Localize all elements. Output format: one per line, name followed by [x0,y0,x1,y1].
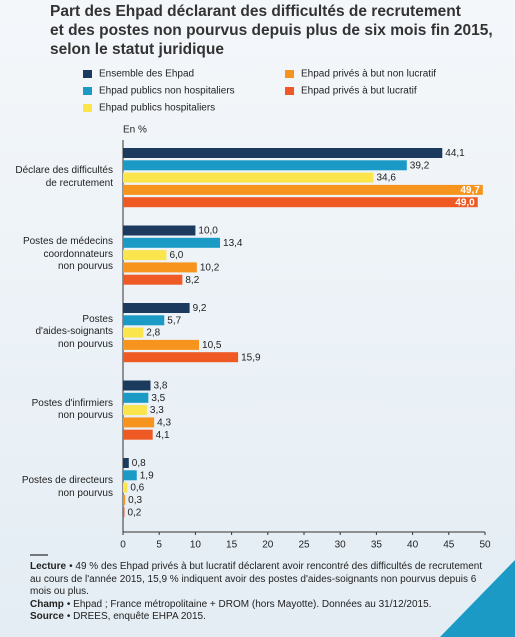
value-label: 5,7 [167,315,181,326]
bar [123,429,153,440]
note-label: Source [30,611,64,622]
bar [123,507,125,518]
bar [123,405,147,416]
bar [123,392,149,403]
x-tick-label: 45 [443,540,455,551]
x-tick-label: 0 [120,540,126,551]
category-label: Déclare des difficultés de recrutement [15,165,113,189]
value-label: 13,4 [223,238,243,249]
bar [123,339,200,350]
note: Source • DREES, enquête EHPA 2015. [30,611,490,624]
bar [123,303,190,313]
value-label: 10,0 [198,226,218,237]
x-tick-label: 15 [226,540,238,551]
bar [123,172,374,183]
value-label: 4,1 [156,430,170,441]
x-tick-label: 10 [190,540,202,551]
legend-label: Ehpad privés à but non lucratif [301,69,436,80]
note-label: Champ [30,598,64,610]
chart-title: Part des Ehpad déclarant des difficultés… [50,2,493,59]
legend-label: Ehpad publics non hospitaliers [99,86,235,97]
value-label: 0,8 [132,458,146,469]
x-tick-label: 40 [407,540,419,551]
bar [123,184,483,195]
value-label: 3,8 [154,381,168,392]
title-line: Part des Ehpad déclarant des difficultés… [50,3,461,20]
value-label: 49,0 [455,197,475,208]
x-tick-label: 25 [298,540,310,551]
axis-label: En % [123,125,147,136]
x-tick-label: 30 [335,540,347,551]
value-label: 34,6 [377,173,397,184]
bar [123,458,129,468]
bar [123,327,144,338]
value-label: 0,2 [127,507,141,518]
value-label: 3,3 [150,405,164,416]
category-label: Postes de médecins coordonnateurs non po… [22,236,113,273]
bar [123,315,165,326]
title-line: et des postes non pourvus depuis plus de… [50,22,493,39]
legend-label: Ehpad publics hospitaliers [99,103,215,114]
bar [123,482,128,493]
value-label: 4,3 [157,418,171,429]
value-label: 0,3 [128,495,142,506]
bar [123,250,167,261]
x-tick-label: 50 [479,540,491,551]
category-label: Postes d'aides-soignants non pourvus [35,313,113,350]
note-label: Lecture [30,561,67,572]
value-label: 15,9 [241,352,261,363]
note-text: • Ehpad ; France métropolitaine + DROM (… [66,598,432,610]
bar [123,274,183,285]
bar [123,470,137,481]
value-label: 3,5 [151,393,165,404]
bar [123,417,155,428]
title-line: selon le statut juridique [50,41,224,58]
bar [123,262,197,273]
bar [123,494,126,505]
value-label: 10,2 [200,263,220,274]
bar [123,380,151,391]
value-label: 49,7 [460,185,480,196]
value-label: 10,5 [202,340,222,351]
x-tick-label: 35 [371,540,383,551]
category-label: Postes d'infirmiers non pourvus [31,397,113,422]
legend-swatch [83,70,92,78]
value-label: 44,1 [445,148,465,159]
bar [123,148,443,158]
value-label: 8,2 [185,275,199,286]
legend-swatch [83,104,92,112]
notes: Lecture • 49 % des Ehpad privés à but luc… [30,561,490,624]
corner-decoration [440,560,515,637]
value-label: 6,0 [169,250,183,261]
bar [123,237,221,248]
bar [123,197,478,208]
value-label: 1,9 [140,470,154,481]
bar [123,352,239,363]
note-text: • 49 % des Ehpad privés à but lucratif d… [30,561,483,597]
bar [123,225,196,236]
x-tick-label: 5 [156,540,162,551]
value-label: 9,2 [193,303,207,314]
legend-swatch [83,87,92,95]
category-label: Postes de directeurs non pourvus [21,475,113,499]
value-label: 0,6 [130,483,144,494]
note: Lecture • 49 % des Ehpad privés à but luc… [30,561,490,599]
note-text: • DREES, enquête EHPA 2015. [66,611,206,622]
legend-label: Ehpad privés à but lucratif [301,86,417,97]
legend-label: Ensemble des Ehpad [99,69,194,80]
x-tick-label: 20 [262,540,274,551]
note: Champ • Ehpad ; France métropolitaine + D… [30,599,490,612]
value-label: 39,2 [410,160,430,171]
value-label: 2,8 [146,328,160,339]
legend-swatch [285,70,294,78]
legend-swatch [285,87,294,95]
bar [123,160,407,171]
